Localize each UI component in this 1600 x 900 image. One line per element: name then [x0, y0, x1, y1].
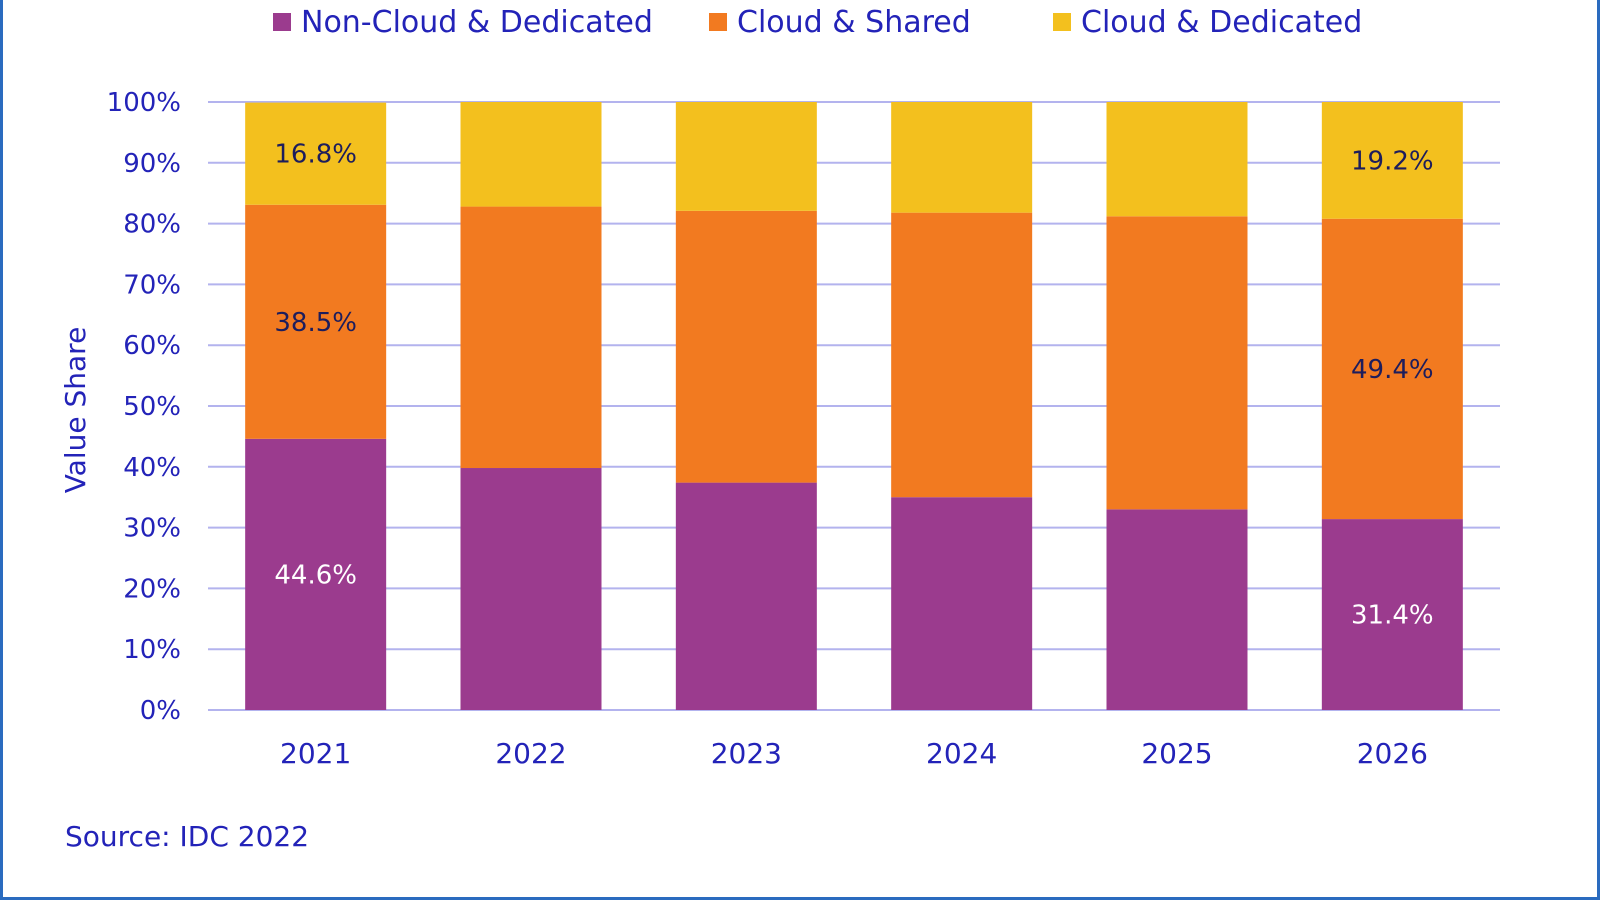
bar-segment [460, 102, 602, 207]
y-tick-label: 10% [123, 635, 181, 665]
x-axis-ticks: 2021 2022 2023 2024 2025 2026 [280, 737, 1428, 770]
bar-segment [245, 102, 387, 205]
y-tick-label: 70% [123, 270, 181, 300]
y-tick-label: 0% [140, 696, 181, 726]
y-tick-label: 20% [123, 574, 181, 604]
stacked-bar-chart: 0% 10% 20% 30% 40% 50% 60% 70% 80% 90% 100% 44.6% 3… [59, 5, 1500, 853]
legend: Non-Cloud & Dedicated Cloud & Shared Cloud… [273, 5, 1362, 40]
legend-swatch [709, 13, 727, 31]
y-tick-label: 50% [123, 392, 181, 422]
bar-segment [891, 497, 1033, 710]
source-note: Source: IDC 2022 [65, 820, 309, 853]
y-tick-label: 60% [123, 331, 181, 361]
bar-segment [1321, 519, 1463, 710]
bar-segment [891, 102, 1033, 213]
bar-segment [891, 212, 1033, 498]
legend-label: Cloud & Dedicated [1081, 5, 1362, 40]
bar-segment [675, 102, 817, 211]
gridlines [208, 101, 1500, 711]
data-label: 16.8% [274, 140, 357, 170]
y-tick-label: 40% [123, 453, 181, 483]
bars [245, 102, 1463, 710]
x-tick-label: 2021 [280, 737, 351, 770]
bar-segment [1106, 216, 1248, 510]
legend-label: Cloud & Shared [737, 5, 971, 40]
y-tick-label: 90% [123, 149, 181, 179]
legend-swatch [1053, 13, 1071, 31]
bar-segment [1321, 102, 1463, 219]
bar-segment [1106, 509, 1248, 710]
bar-segment [675, 482, 817, 710]
x-tick-label: 2026 [1357, 737, 1428, 770]
y-axis-label: Value Share [59, 327, 92, 494]
x-tick-label: 2025 [1141, 737, 1212, 770]
data-label: 31.4% [1351, 601, 1434, 631]
bar-segment [245, 204, 387, 439]
bar-segment [1106, 102, 1248, 217]
bar-segment [675, 210, 817, 483]
x-tick-label: 2022 [495, 737, 566, 770]
y-tick-label: 80% [123, 210, 181, 240]
bar-segment [460, 206, 602, 469]
data-labels: 44.6% 38.5% 16.8% 31.4% 49.4% 19.2% [274, 140, 1433, 631]
data-label: 44.6% [274, 560, 357, 590]
bar-segment [245, 438, 387, 710]
legend-swatch [273, 13, 291, 31]
y-axis-ticks: 0% 10% 20% 30% 40% 50% 60% 70% 80% 90% 100% [107, 88, 181, 726]
y-tick-label: 30% [123, 514, 181, 544]
bar-segment [460, 468, 602, 710]
data-label: 38.5% [274, 308, 357, 338]
x-tick-label: 2023 [711, 737, 782, 770]
data-label: 49.4% [1351, 355, 1434, 385]
legend-label: Non-Cloud & Dedicated [301, 5, 653, 40]
bar-segment [1321, 218, 1463, 520]
y-tick-label: 100% [107, 88, 181, 118]
x-tick-label: 2024 [926, 737, 997, 770]
data-label: 19.2% [1351, 146, 1434, 176]
